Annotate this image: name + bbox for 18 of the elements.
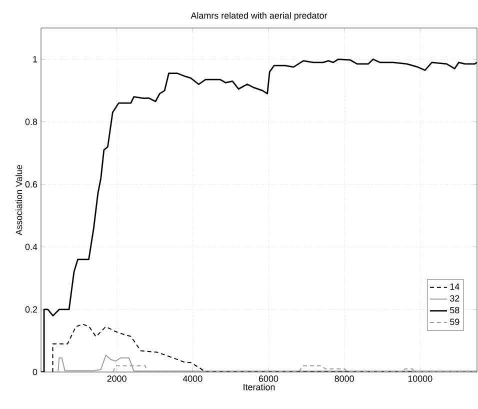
y-tick-label: 0.2 bbox=[25, 306, 38, 313]
legend-label: 59 bbox=[450, 318, 460, 326]
y-tick-label: 0.6 bbox=[25, 181, 38, 188]
y-tick-label: 1 bbox=[33, 56, 38, 62]
x-tick-label: 4000 bbox=[182, 376, 202, 382]
chart-title: Alamrs related with aerial predator bbox=[190, 12, 328, 20]
x-tick-label: 10000 bbox=[408, 376, 432, 382]
y-tick-label: 0.8 bbox=[25, 118, 38, 125]
legend-label: 58 bbox=[450, 306, 460, 314]
legend-label: 14 bbox=[450, 284, 460, 290]
y-tick-label: 0.4 bbox=[25, 244, 38, 250]
y-axis-title: Association Value bbox=[16, 165, 22, 236]
y-tick-label: 0 bbox=[32, 368, 38, 376]
x-tick-label: 2000 bbox=[107, 376, 126, 382]
x-tick-label: 8000 bbox=[334, 376, 354, 382]
legend-label: 32 bbox=[450, 295, 460, 302]
x-tick-label: 6000 bbox=[258, 376, 278, 382]
x-axis-title: Iteration bbox=[244, 384, 275, 390]
